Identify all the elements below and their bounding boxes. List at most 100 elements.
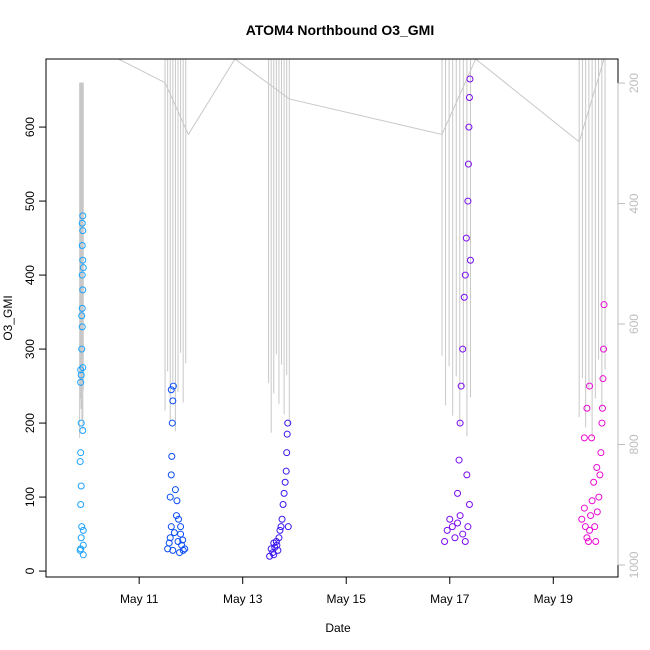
data-point [464, 160, 472, 168]
data-point [78, 345, 86, 353]
x-tick-label: May 11 [120, 592, 159, 606]
data-point [279, 500, 287, 508]
data-point [454, 519, 462, 527]
data-point [168, 419, 176, 427]
data-point [77, 500, 85, 508]
data-point [177, 530, 185, 538]
data-point [175, 515, 183, 523]
data-point [600, 345, 608, 353]
data-point [456, 419, 464, 427]
data-point [581, 523, 589, 531]
data-point [587, 512, 595, 520]
data-point [172, 512, 180, 520]
data-point [282, 467, 290, 475]
data-point [580, 504, 588, 512]
data-point [79, 551, 87, 559]
y-axis-label: O3_GMI [1, 295, 15, 340]
data-point [459, 345, 467, 353]
data-point [77, 366, 85, 374]
data-point [284, 419, 292, 427]
data-point [465, 93, 473, 101]
data-point [598, 419, 606, 427]
data-point [456, 512, 464, 520]
data-point [169, 382, 177, 390]
data-point [466, 256, 474, 264]
data-point [460, 293, 468, 301]
data-point [167, 386, 175, 394]
flight-track-line [82, 58, 605, 143]
data-point [79, 426, 87, 434]
data-point [79, 256, 87, 264]
data-point [281, 478, 289, 486]
data-point [591, 523, 599, 531]
data-point [166, 493, 174, 501]
data-point [283, 449, 291, 457]
data-point [181, 545, 189, 553]
altitude-profiles [79, 58, 606, 438]
y-tick-label: 400 [23, 265, 37, 285]
data-point [276, 526, 284, 534]
data-point [168, 452, 176, 460]
data-point [441, 537, 449, 545]
data-point [169, 397, 177, 405]
data-point [448, 523, 456, 531]
data-point [76, 458, 84, 466]
y-tick-label: 500 [23, 191, 37, 211]
data-point [78, 271, 86, 279]
plot-frame [45, 58, 619, 578]
data-point [593, 508, 601, 516]
data-point [274, 546, 282, 554]
right-tick-label: 200 [627, 73, 641, 93]
data-point [578, 515, 586, 523]
data-point [592, 537, 600, 545]
data-point [79, 264, 87, 272]
data-point [179, 536, 187, 544]
y-axis: 0 100 200 300 400 500 600 [23, 117, 47, 574]
right-tick-label: 400 [627, 193, 641, 213]
data-point [595, 493, 603, 501]
data-point [174, 537, 182, 545]
data-point [78, 219, 86, 227]
x-tick-label: May 17 [430, 592, 470, 606]
data-point [179, 546, 187, 554]
right-tick-label: 800 [627, 434, 641, 454]
data-point [78, 304, 86, 312]
data-point [278, 515, 286, 523]
right-axis: 200 400 600 800 1000 [617, 73, 641, 578]
data-point [173, 497, 181, 505]
data-point [457, 382, 465, 390]
data-point [598, 404, 606, 412]
x-tick-label: May 15 [327, 592, 367, 606]
chart-title: ATOM4 Northbound O3_GMI [246, 22, 434, 38]
data-point [446, 515, 454, 523]
data-point [280, 489, 288, 497]
data-point [170, 529, 178, 537]
data-point [580, 434, 588, 442]
data-point [464, 523, 472, 531]
data-point [451, 534, 459, 542]
data-point [283, 430, 291, 438]
data-point [77, 419, 85, 427]
data-point [176, 549, 184, 557]
data-point [590, 478, 598, 486]
data-point [459, 530, 467, 538]
data-point [167, 523, 175, 531]
data-point [77, 482, 85, 490]
data-point [267, 545, 275, 553]
data-point [167, 471, 175, 479]
data-point [78, 241, 86, 249]
y-tick-label: 100 [23, 487, 37, 507]
data-point [79, 541, 87, 549]
data-point [273, 541, 281, 549]
data-point [461, 537, 469, 545]
data-point [463, 471, 471, 479]
data-point [77, 371, 85, 379]
data-point [77, 534, 85, 542]
data-point [599, 375, 607, 383]
data-point [600, 301, 608, 309]
y-tick-label: 300 [23, 339, 37, 359]
data-point [79, 286, 87, 294]
data-point [165, 539, 173, 547]
data-point [78, 312, 86, 320]
